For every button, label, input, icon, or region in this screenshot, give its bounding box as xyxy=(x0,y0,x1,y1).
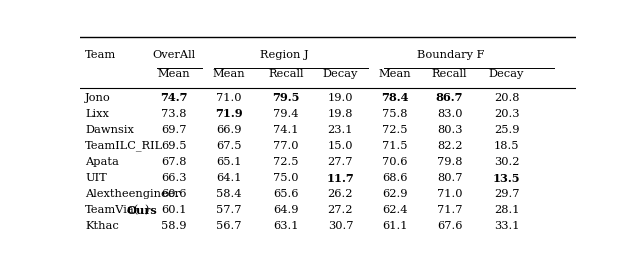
Text: Lixx: Lixx xyxy=(85,109,109,119)
Text: 60.6: 60.6 xyxy=(161,189,187,199)
Text: 63.1: 63.1 xyxy=(273,221,299,231)
Text: 56.7: 56.7 xyxy=(216,221,241,231)
Text: 65.6: 65.6 xyxy=(273,189,299,199)
Text: 60.1: 60.1 xyxy=(161,205,187,215)
Text: 71.5: 71.5 xyxy=(382,141,408,151)
Text: Ours: Ours xyxy=(126,205,157,216)
Text: 58.9: 58.9 xyxy=(161,221,187,231)
Text: Dawnsix: Dawnsix xyxy=(85,125,134,135)
Text: 29.7: 29.7 xyxy=(494,189,519,199)
Text: 68.6: 68.6 xyxy=(382,173,408,183)
Text: Recall: Recall xyxy=(432,70,467,80)
Text: 67.5: 67.5 xyxy=(216,141,241,151)
Text: 20.3: 20.3 xyxy=(494,109,519,119)
Text: 80.3: 80.3 xyxy=(436,125,462,135)
Text: Mean: Mean xyxy=(212,70,245,80)
Text: 26.2: 26.2 xyxy=(328,189,353,199)
Text: Mean: Mean xyxy=(158,70,191,80)
Text: 66.9: 66.9 xyxy=(216,125,241,135)
Text: Team: Team xyxy=(85,50,116,60)
Text: 74.1: 74.1 xyxy=(273,125,299,135)
Text: 79.5: 79.5 xyxy=(272,92,300,103)
Text: 67.6: 67.6 xyxy=(436,221,462,231)
Text: Mean: Mean xyxy=(379,70,412,80)
Text: 71.0: 71.0 xyxy=(436,189,462,199)
Text: 80.7: 80.7 xyxy=(436,173,462,183)
Text: Decay: Decay xyxy=(489,70,524,80)
Text: Apata: Apata xyxy=(85,157,119,167)
Text: 75.8: 75.8 xyxy=(382,109,408,119)
Text: 71.7: 71.7 xyxy=(436,205,462,215)
Text: 62.9: 62.9 xyxy=(382,189,408,199)
Text: 15.0: 15.0 xyxy=(328,141,353,151)
Text: 82.2: 82.2 xyxy=(436,141,462,151)
Text: 13.5: 13.5 xyxy=(493,173,520,184)
Text: 72.5: 72.5 xyxy=(382,125,408,135)
Text: 28.1: 28.1 xyxy=(494,205,519,215)
Text: 61.1: 61.1 xyxy=(382,221,408,231)
Text: 25.9: 25.9 xyxy=(494,125,519,135)
Text: 62.4: 62.4 xyxy=(382,205,408,215)
Text: 11.7: 11.7 xyxy=(326,173,355,184)
Text: 57.7: 57.7 xyxy=(216,205,241,215)
Text: 64.9: 64.9 xyxy=(273,205,299,215)
Text: Decay: Decay xyxy=(323,70,358,80)
Text: 58.4: 58.4 xyxy=(216,189,241,199)
Text: 79.8: 79.8 xyxy=(436,157,462,167)
Text: Recall: Recall xyxy=(268,70,303,80)
Text: 67.8: 67.8 xyxy=(161,157,187,167)
Text: 33.1: 33.1 xyxy=(494,221,519,231)
Text: 19.8: 19.8 xyxy=(328,109,353,119)
Text: UIT: UIT xyxy=(85,173,107,183)
Text: Jono: Jono xyxy=(85,93,111,103)
Text: 27.7: 27.7 xyxy=(328,157,353,167)
Text: 20.8: 20.8 xyxy=(494,93,519,103)
Text: 65.1: 65.1 xyxy=(216,157,241,167)
Text: 66.3: 66.3 xyxy=(161,173,187,183)
Text: 72.5: 72.5 xyxy=(273,157,299,167)
Text: 73.8: 73.8 xyxy=(161,109,187,119)
Text: Region J: Region J xyxy=(260,50,309,60)
Text: Boundary F: Boundary F xyxy=(417,50,484,60)
Text: 78.4: 78.4 xyxy=(381,92,409,103)
Text: 69.7: 69.7 xyxy=(161,125,187,135)
Text: ): ) xyxy=(144,205,148,215)
Text: 30.2: 30.2 xyxy=(494,157,519,167)
Text: TeamVia(: TeamVia( xyxy=(85,205,140,215)
Text: TeamILC_RIL: TeamILC_RIL xyxy=(85,141,163,151)
Text: 23.1: 23.1 xyxy=(328,125,353,135)
Text: 70.6: 70.6 xyxy=(382,157,408,167)
Text: 75.0: 75.0 xyxy=(273,173,299,183)
Text: 83.0: 83.0 xyxy=(436,109,462,119)
Text: 18.5: 18.5 xyxy=(494,141,519,151)
Text: 64.1: 64.1 xyxy=(216,173,241,183)
Text: 71.9: 71.9 xyxy=(215,108,243,119)
Text: Kthac: Kthac xyxy=(85,221,118,231)
Text: 79.4: 79.4 xyxy=(273,109,299,119)
Text: 71.0: 71.0 xyxy=(216,93,241,103)
Text: 74.7: 74.7 xyxy=(161,92,188,103)
Text: OverAll: OverAll xyxy=(153,50,196,60)
Text: 86.7: 86.7 xyxy=(436,92,463,103)
Text: 19.0: 19.0 xyxy=(328,93,353,103)
Text: Alextheengineer: Alextheengineer xyxy=(85,189,180,199)
Text: 27.2: 27.2 xyxy=(328,205,353,215)
Text: 77.0: 77.0 xyxy=(273,141,299,151)
Text: 69.5: 69.5 xyxy=(161,141,187,151)
Text: 30.7: 30.7 xyxy=(328,221,353,231)
